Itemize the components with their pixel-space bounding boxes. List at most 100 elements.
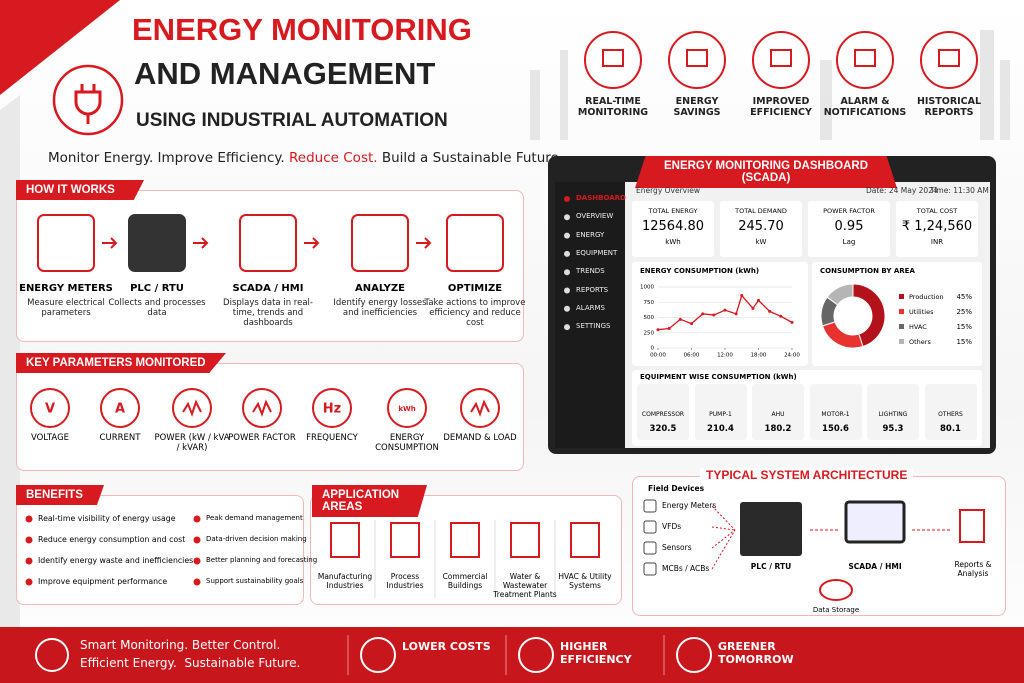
- equipment-value: 95.3: [882, 424, 904, 434]
- section-tag: BENEFITS: [16, 485, 104, 505]
- line-point: [667, 326, 671, 330]
- donut-slice: [826, 283, 854, 306]
- benefit-item: Better planning and forecasting: [206, 556, 318, 564]
- dashboard-sidebar: [555, 182, 625, 448]
- application-label: HVAC & Utility Systems: [558, 572, 612, 590]
- check-icon: [25, 536, 33, 544]
- param-symbol: V: [45, 402, 55, 417]
- footer-icon: [360, 637, 396, 673]
- line-point: [740, 294, 744, 298]
- scada-label: SCADA / HMI: [848, 562, 902, 571]
- check-icon: [25, 557, 33, 565]
- reports-label: Reports & Analysis: [954, 560, 992, 578]
- step-desc: Take actions to improve efficiency and r…: [424, 298, 526, 328]
- connector: [711, 529, 736, 570]
- icon-glyph: [602, 49, 624, 67]
- icon-ring: [387, 388, 427, 428]
- menu-item: DASHBOARD: [576, 194, 626, 202]
- equipment-value: 150.6: [822, 424, 849, 434]
- menu-item: ENERGY: [576, 230, 605, 239]
- title-line: AND MANAGEMENT: [134, 56, 436, 91]
- line-point: [690, 322, 693, 326]
- footer-icon: [35, 638, 69, 672]
- footer-item: HIGHER EFFICIENCY: [560, 640, 632, 666]
- icon-ring: [460, 388, 500, 428]
- storage-label: Data Storage: [812, 606, 860, 614]
- application-icon: [330, 522, 360, 558]
- footer-item: GREENER TOMORROW: [718, 640, 794, 666]
- param-label: ENERGY CONSUMPTION: [375, 433, 439, 453]
- line-point: [779, 314, 783, 318]
- param-symbol: A: [115, 402, 125, 417]
- value-label: 45%: [956, 293, 972, 301]
- step-desc: Displays data in real-time, trends and d…: [223, 298, 313, 328]
- device-icon: [643, 562, 657, 576]
- step-desc: Collects and processes data: [108, 298, 206, 318]
- tagline-highlight: Reduce Cost.: [289, 150, 378, 166]
- menu-icon: [564, 214, 570, 221]
- date: Date: 24 May 2024: [866, 186, 938, 195]
- footer-slogan: Smart Monitoring. Better Control.: [80, 638, 281, 652]
- kpi-unit: kWh: [665, 238, 681, 246]
- flow-arrow: [102, 237, 118, 249]
- footer-icon: [518, 637, 554, 673]
- kpi-label: TOTAL DEMAND: [735, 207, 787, 215]
- equipment-tile: [694, 384, 747, 440]
- menu-item: REPORTS: [576, 285, 609, 294]
- benefit-item: Real-time visibility of energy usage: [38, 514, 176, 523]
- section-tag: APPLICATION AREAS: [312, 485, 427, 517]
- step-name: ANALYZE: [355, 283, 405, 294]
- device-icon: [643, 499, 657, 513]
- menu-item: TRENDS: [576, 267, 605, 276]
- kpi-label: TOTAL ENERGY: [648, 207, 698, 215]
- step-desc: Measure electrical parameters: [27, 298, 105, 318]
- param-glyph: [470, 399, 490, 417]
- step-icon: [37, 214, 95, 272]
- icon-ring: [752, 31, 810, 89]
- line-point: [656, 328, 660, 332]
- kpi-card: [808, 201, 890, 257]
- equipment-name: PUMP-1: [709, 411, 732, 418]
- scada-icon: [844, 500, 906, 544]
- icon-ring: [100, 388, 140, 428]
- feature-label: ALARM & NOTIFICATIONS: [823, 96, 907, 118]
- architecture-title: TYPICAL SYSTEM ARCHITECTURE: [700, 468, 914, 482]
- icon-ring: [584, 31, 642, 89]
- step-name: ENERGY METERS: [19, 283, 113, 294]
- step-icon: [446, 214, 504, 272]
- feature-label: IMPROVED EFFICIENCY: [750, 96, 812, 118]
- menu-icon: [564, 269, 570, 276]
- kpi-label: TOTAL COST: [916, 207, 958, 215]
- equipment-value: 320.5: [649, 424, 677, 434]
- equipment-tile: [752, 384, 804, 440]
- menu-icon: [564, 324, 570, 331]
- step-name: PLC / RTU: [130, 283, 184, 294]
- field-devices-label: Field Devices: [648, 484, 705, 493]
- menu-icon: [564, 287, 570, 294]
- menu-icon: [564, 305, 570, 312]
- menu-icon: [564, 250, 570, 257]
- kpi-card: [632, 201, 714, 257]
- line-point: [751, 306, 755, 310]
- equipment-value: 180.2: [764, 424, 792, 434]
- x-tick-label: 12:00: [717, 353, 733, 359]
- kpi-unit: Lag: [842, 238, 856, 246]
- equipment-tile: [809, 384, 862, 440]
- device-label: VFDs: [662, 522, 682, 531]
- feature-label: ENERGY SAVINGS: [673, 96, 721, 118]
- y-tick-label: 250: [644, 330, 655, 336]
- line-point: [757, 298, 760, 302]
- param-glyph: [252, 399, 272, 417]
- equipment-value: 210.4: [707, 424, 734, 434]
- legend-swatch: [899, 294, 904, 299]
- flow-arrow: [416, 237, 432, 249]
- footer-item: LOWER COSTS: [402, 640, 491, 653]
- icon-glyph: [686, 49, 708, 67]
- legend-label: Production: [909, 293, 944, 301]
- footer-slogan: Efficient Energy. Sustainable Future.: [80, 656, 301, 670]
- benefit-item: Support sustainability goals: [206, 577, 304, 585]
- x-tick-label: 00:00: [650, 353, 666, 359]
- reports-icon: [959, 509, 985, 543]
- tagline-text: Build a Sustainable Future.: [381, 150, 564, 166]
